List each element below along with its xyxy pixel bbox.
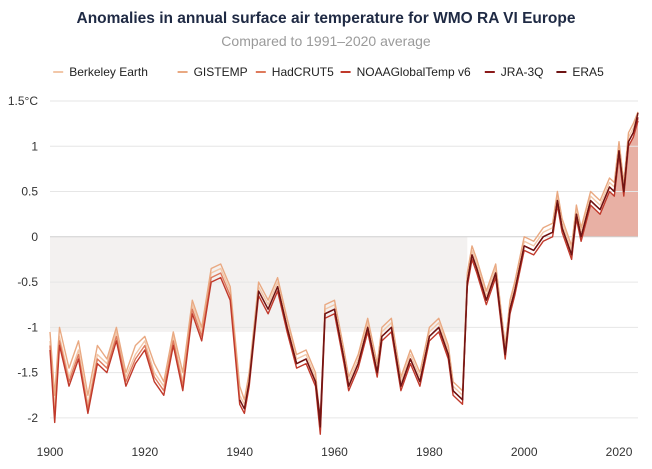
y-axis-ticks: 1.5°C 1 0.5 0 -0.5 -1 -1.5 -2 — [8, 94, 38, 425]
legend-label-4: JRA-3Q — [501, 65, 544, 79]
y-tick-label: 0.5 — [21, 185, 38, 199]
positive-anomaly-area — [581, 120, 638, 237]
x-tick-label: 1980 — [416, 445, 443, 459]
legend-label-2: HadCRUT5 — [272, 65, 334, 79]
legend-label-0: Berkeley Earth — [69, 65, 148, 79]
y-tick-label: -2 — [27, 411, 38, 425]
y-tick-label: -1 — [27, 320, 38, 334]
x-tick-label: 1960 — [321, 445, 348, 459]
legend-label-1: GISTEMP — [194, 65, 248, 79]
gridlines — [50, 100, 638, 419]
y-tick-label: 1 — [31, 139, 38, 153]
series-lines — [49, 111, 639, 435]
y-tick-label: -0.5 — [17, 275, 38, 289]
y-tick-label: 1.5°C — [8, 94, 38, 108]
series-line-0 — [49, 114, 639, 428]
legend: Berkeley Earth GISTEMP HadCRUT5 NOAAGlobalT… — [53, 65, 604, 79]
x-tick-label: 1940 — [226, 445, 253, 459]
y-tick-label: -1.5 — [17, 366, 38, 380]
series-line-3 — [49, 120, 639, 435]
x-tick-label: 2000 — [511, 445, 538, 459]
legend-label-3: NOAAGlobalTemp v6 — [357, 65, 471, 79]
chart-subtitle: Compared to 1991–2020 average — [221, 33, 431, 49]
series-line-5 — [239, 112, 639, 428]
legend-label-5: ERA5 — [572, 65, 604, 79]
y-tick-label: 0 — [31, 230, 38, 244]
series-line-1 — [49, 111, 639, 424]
chart-title: Anomalies in annual surface air temperat… — [76, 10, 576, 27]
x-axis-ticks: 1900 1920 1940 1960 1980 2000 2020 — [37, 445, 633, 459]
x-tick-label: 1920 — [131, 445, 158, 459]
shaded-bands — [50, 120, 638, 332]
x-tick-label: 2020 — [606, 445, 633, 459]
x-tick-label: 1900 — [37, 445, 64, 459]
